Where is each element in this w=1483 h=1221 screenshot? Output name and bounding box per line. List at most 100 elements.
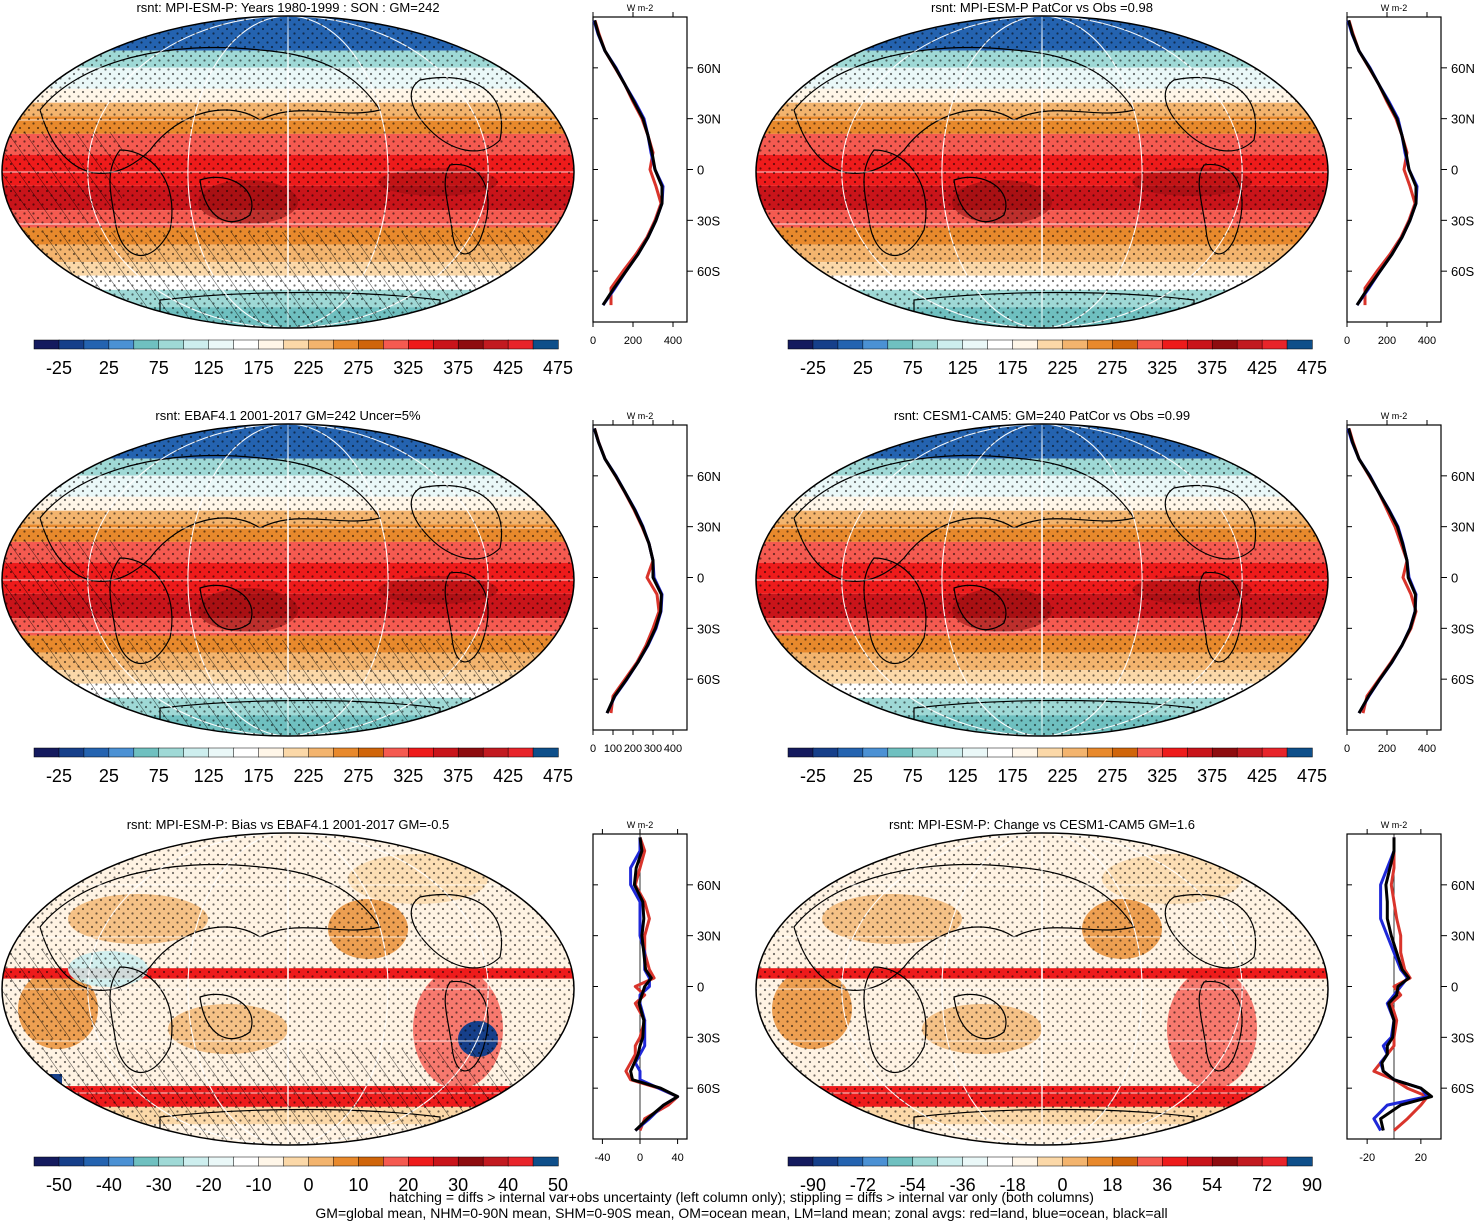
colorbar-swatch [308,339,335,350]
colorbar-tick-label: 25 [853,358,873,378]
colorbar-swatch [1137,1156,1163,1167]
x-tick-label: -20 [1359,1152,1375,1164]
colorbar-tick-label: -20 [196,1175,222,1195]
colorbar-swatch [158,1156,185,1167]
x-tick-label: 300 [644,743,662,755]
colorbar-swatch [912,747,939,758]
colorbar-swatch [1261,747,1288,758]
colorbar-tick-label: 25 [853,766,873,786]
colorbar-tick-label: 125 [948,358,978,378]
colorbar-swatch [432,339,459,350]
colorbar-swatch [787,1156,814,1167]
colorbar-tick-label: 10 [348,1175,368,1195]
y-tick-label: 0 [1451,163,1458,178]
colorbar-swatch [233,1156,260,1167]
colorbar-swatch [1087,1156,1114,1167]
colorbar-swatch [1037,339,1064,350]
colorbar-swatch [837,1156,864,1167]
map-field [2,833,574,1145]
zonal-series-all [1347,19,1418,306]
colorbar-swatch [987,339,1014,350]
colorbar-swatch [862,747,889,758]
colorbar-tick-label: 18 [1102,1175,1122,1195]
colorbar-swatch [58,747,85,758]
colorbar-tick-label: 325 [1147,358,1177,378]
colorbar-swatch [258,747,285,758]
zonal-plot-frame [1346,424,1442,731]
colorbar-swatch [1211,339,1238,350]
colorbar-swatch [83,339,110,350]
colorbar-tick-label: 375 [443,766,473,786]
colorbar-swatch [183,747,210,758]
x-tick-label: 200 [1378,743,1396,755]
x-tick-label: 400 [1418,335,1436,347]
colorbar-swatch [333,747,360,758]
panel-4: rsnt: CESM1-CAM5: GM=240 PatCor vs Obs =… [755,408,1475,786]
colorbar-tick-label: 275 [1097,358,1127,378]
y-tick-label: 0 [697,980,704,995]
colorbar-swatch [358,747,384,758]
colorbar-swatch [283,1156,310,1167]
x-tick-label: 0 [1344,743,1350,755]
y-tick-label: 60S [697,672,720,687]
colorbar-swatch [987,1156,1014,1167]
colorbar-swatch [1236,747,1263,758]
x-tick-label: 0 [1344,335,1350,347]
colorbar-swatch [1261,1156,1288,1167]
colorbar-tick-label: -25 [800,358,826,378]
colorbar-tick-label: 0 [1057,1175,1067,1195]
colorbar-tick-label: -25 [46,766,72,786]
colorbar-swatch [1087,339,1114,350]
colorbar-swatch [837,339,864,350]
panel-title: rsnt: MPI-ESM-P: Change vs CESM1-CAM5 GM… [889,817,1195,832]
colorbar-tick-label: -18 [1000,1175,1026,1195]
zonal-unit-label: W m-2 [627,820,654,830]
colorbar-tick-label: 225 [293,766,323,786]
colorbar-swatch [1062,747,1089,758]
colorbar-swatch [507,1156,534,1167]
colorbar-swatch [887,1156,914,1167]
y-tick-label: 30N [1451,112,1475,127]
colorbar-swatch [333,339,360,350]
colorbar-swatch [1211,1156,1238,1167]
colorbar-tick-label: 425 [493,358,523,378]
colorbar-tick-label: 50 [548,1175,568,1195]
colorbar-swatch [1236,339,1263,350]
colorbar-tick-label: 175 [998,358,1028,378]
zonal-plot-frame [592,424,688,731]
colorbar-tick-label: 20 [398,1175,418,1195]
colorbar-swatch [1211,747,1238,758]
y-tick-label: 0 [1451,980,1458,995]
colorbar-tick-label: -90 [800,1175,826,1195]
colorbar-swatch [532,747,559,758]
zonal-series-all [1379,837,1434,1131]
colorbar-swatch [133,339,160,350]
colorbar-swatch [937,1156,964,1167]
colorbar-swatch [1037,1156,1064,1167]
colorbar-swatch [1012,1156,1039,1167]
colorbar-swatch [987,747,1014,758]
colorbar-swatch [1162,339,1188,350]
footer-note-hatching: hatching = diffs > internal var+obs unce… [389,1189,1094,1205]
map-field [756,16,1328,328]
colorbar-tick-label: 72 [1252,1175,1272,1195]
map-field [2,16,574,328]
colorbar-swatch [1012,339,1039,350]
colorbar-tick-label: 475 [543,766,573,786]
y-tick-label: 60S [697,1081,720,1096]
colorbar-swatch [962,1156,989,1167]
x-tick-label: 0 [637,1152,643,1164]
y-tick-label: 60N [1451,469,1475,484]
map-border [1,423,575,737]
colorbar-swatch [408,339,434,350]
colorbar-swatch [33,1156,60,1167]
map-border [1,15,575,329]
colorbar-swatch [887,339,914,350]
colorbar-tick-label: 325 [1147,766,1177,786]
colorbar-swatch [133,747,160,758]
x-tick-label: 400 [664,743,682,755]
colorbar-swatch [133,1156,160,1167]
colorbar-swatch [383,747,409,758]
colorbar-swatch [1236,1156,1263,1167]
colorbar-swatch [183,339,210,350]
